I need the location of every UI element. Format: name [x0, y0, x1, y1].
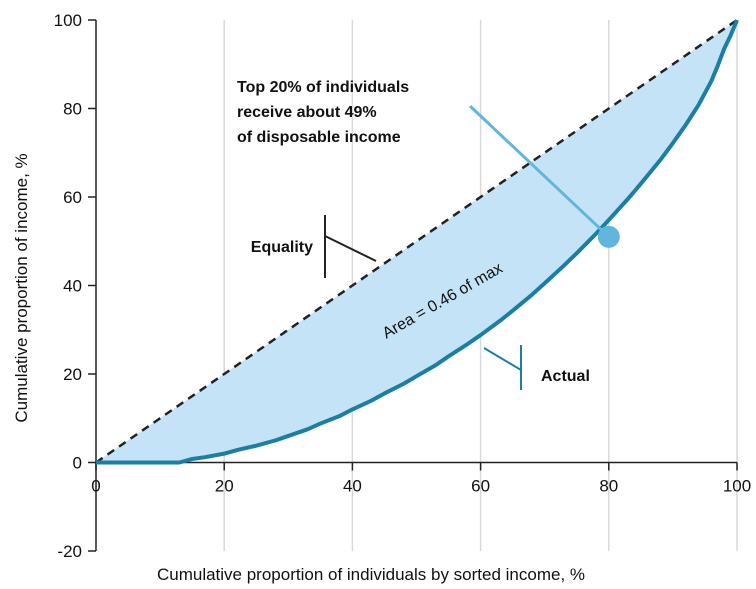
x-axis-title: Cumulative proportion of individuals by … — [157, 565, 585, 584]
equality-leader-diagonal — [324, 235, 377, 262]
inequality-area — [96, 20, 737, 463]
x-tick-label-0: 0 — [91, 477, 100, 496]
actual-annotation: Actual — [483, 345, 590, 390]
y-tick-label-80: 80 — [63, 100, 82, 119]
y-axis-title: Cumulative proportion of income, % — [12, 153, 31, 422]
top-note-line-1: Top 20% of individuals — [237, 79, 409, 96]
equality-line — [95, 18, 738, 464]
top-note-line-2: receive about 49% — [237, 104, 377, 121]
y-tick-label-60: 60 — [63, 188, 82, 207]
y-tick-label-0: 0 — [73, 454, 82, 473]
y-tick-label-100: 100 — [54, 11, 82, 30]
x-tick-label-60: 60 — [471, 477, 490, 496]
x-tick-label-40: 40 — [343, 477, 362, 496]
y-tick-label-40: 40 — [63, 277, 82, 296]
top-income-marker — [597, 225, 620, 248]
actual-leader-diagonal — [483, 347, 522, 371]
y-tick-label--20: -20 — [57, 542, 82, 561]
tick-labels: -20 0 20 40 60 80 100 0 20 40 60 80 100 — [54, 11, 752, 561]
top-income-annotation: Top 20% of individuals receive about 49%… — [237, 79, 620, 248]
actual-curve — [96, 19, 739, 465]
actual-label: Actual — [541, 368, 590, 385]
x-tick-label-100: 100 — [723, 477, 751, 496]
y-tick-label-20: 20 — [63, 365, 82, 384]
x-tick-label-80: 80 — [599, 477, 618, 496]
equality-annotation: Equality — [251, 215, 377, 278]
top-note-line-3: of disposable income — [237, 129, 401, 146]
x-tick-label-20: 20 — [215, 477, 234, 496]
top-income-leader-line — [468, 104, 610, 238]
equality-label: Equality — [251, 239, 313, 256]
